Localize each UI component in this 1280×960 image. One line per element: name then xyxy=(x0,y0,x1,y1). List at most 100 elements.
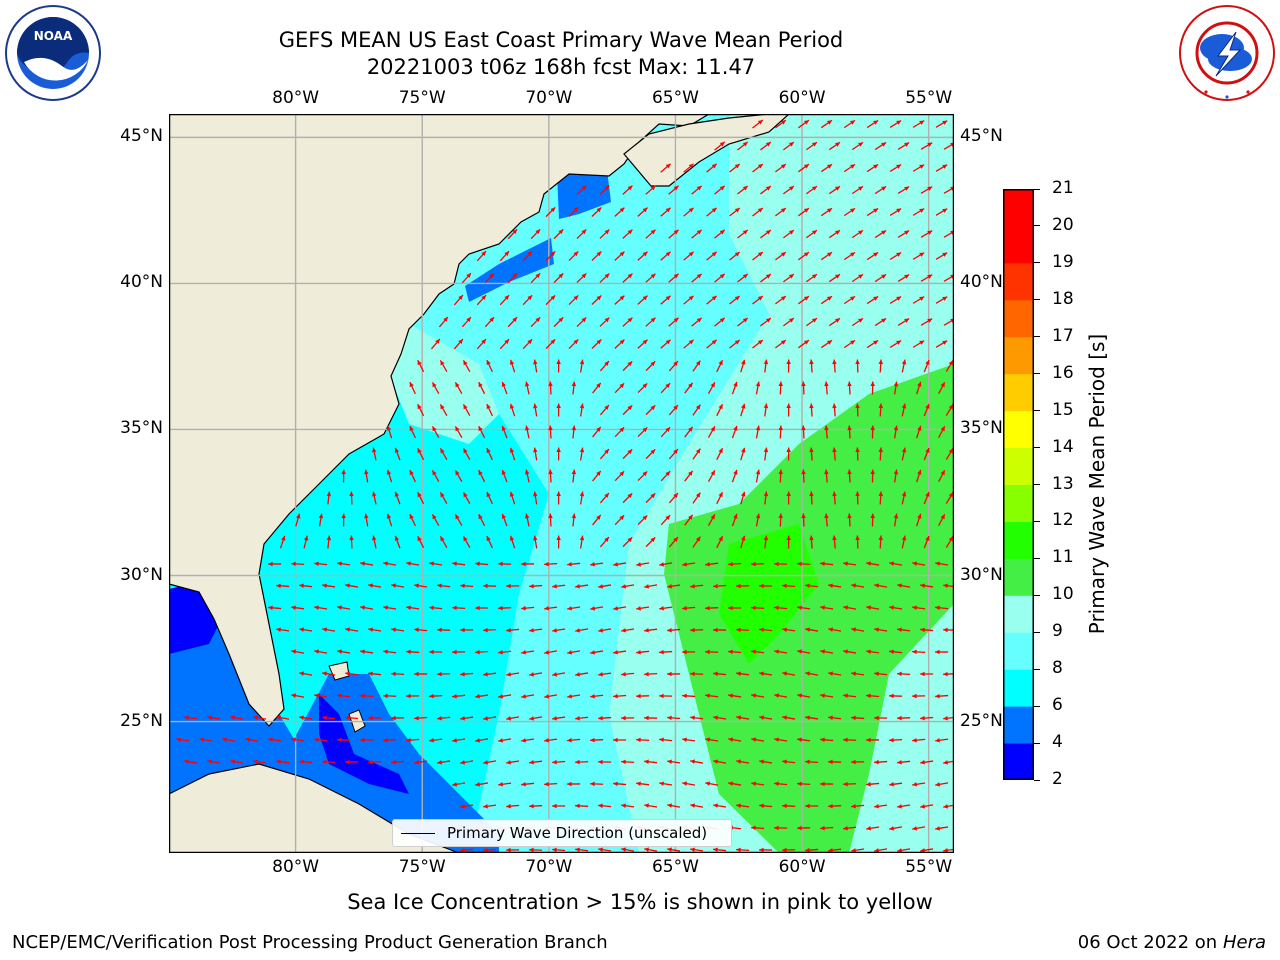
wave-arrow xyxy=(668,185,679,195)
wave-arrow xyxy=(337,649,351,654)
wave-arrow xyxy=(851,583,865,588)
wave-arrow xyxy=(622,273,633,283)
wave-arrow xyxy=(714,273,726,283)
wave-arrow xyxy=(622,185,633,195)
wave-arrow xyxy=(740,359,746,373)
wave-arrow xyxy=(874,141,887,151)
wave-arrow xyxy=(668,229,679,239)
wave-arrow xyxy=(870,381,875,395)
wave-arrow xyxy=(690,847,704,852)
wave-arrow xyxy=(782,715,796,720)
wave-arrow xyxy=(530,272,541,284)
wave-arrow xyxy=(498,738,512,743)
wave-arrow xyxy=(778,469,783,483)
wave-arrow xyxy=(337,693,351,699)
wave-arrow xyxy=(486,403,493,417)
colorbar-segment xyxy=(1003,595,1034,633)
wave-arrow xyxy=(439,404,448,416)
wave-arrow xyxy=(668,273,679,283)
wave-arrow xyxy=(636,606,650,611)
wave-arrow xyxy=(622,492,633,504)
wave-arrow xyxy=(437,760,451,765)
wave-arrow xyxy=(507,228,518,240)
wave-arrow xyxy=(731,469,738,483)
wave-arrow xyxy=(912,340,925,348)
wave-arrow xyxy=(705,781,719,786)
wave-arrow xyxy=(668,448,679,460)
wave-arrow xyxy=(889,826,903,831)
wave-arrow xyxy=(453,294,464,306)
wave-arrow xyxy=(714,185,726,195)
wave-arrow xyxy=(299,715,313,720)
wave-arrow xyxy=(568,294,579,306)
wave-arrow xyxy=(938,469,946,483)
wave-arrow xyxy=(364,469,369,483)
wave-arrow xyxy=(368,715,382,721)
wave-arrow xyxy=(851,229,864,239)
wave-arrow xyxy=(912,693,926,699)
wave-arrow xyxy=(897,142,910,150)
wave-arrow xyxy=(613,781,627,787)
wave-arrow xyxy=(728,693,742,698)
wave-arrow xyxy=(590,737,604,743)
wave-arrow xyxy=(291,649,305,654)
wave-arrow xyxy=(406,693,420,699)
wave-arrow xyxy=(737,273,749,283)
wave-arrow xyxy=(832,447,837,461)
wave-arrow xyxy=(326,491,332,505)
wave-arrow xyxy=(509,403,516,417)
wave-arrow xyxy=(521,650,535,655)
wave-arrow xyxy=(760,141,772,151)
wave-arrow xyxy=(797,295,810,305)
colorbar-tick-mark xyxy=(1034,742,1040,744)
wave-arrow xyxy=(759,627,773,633)
wave-arrow xyxy=(889,119,902,129)
wave-arrow xyxy=(855,403,860,417)
wave-arrow xyxy=(778,513,783,527)
wave-arrow xyxy=(506,716,520,721)
wave-arrow xyxy=(498,649,512,655)
colorbar-segment xyxy=(1003,225,1034,264)
wave-arrow xyxy=(371,535,377,549)
wave-arrow xyxy=(552,803,566,809)
wave-arrow xyxy=(716,535,724,549)
wave-arrow xyxy=(945,360,954,372)
wave-arrow xyxy=(486,491,493,505)
wave-direction-arrows xyxy=(176,119,954,853)
wave-arrow xyxy=(475,694,489,699)
wave-arrow xyxy=(659,562,673,567)
wave-arrow xyxy=(431,514,440,526)
wave-arrow xyxy=(614,426,625,438)
wave-arrow xyxy=(938,513,946,527)
wave-arrow xyxy=(498,782,512,787)
wave-arrow xyxy=(923,403,930,417)
wave-arrow xyxy=(901,535,907,549)
wave-arrow xyxy=(843,163,856,173)
wave-arrow xyxy=(506,803,520,809)
wave-arrow xyxy=(545,250,556,262)
wave-arrow xyxy=(438,316,449,328)
wave-arrow xyxy=(506,583,520,589)
wave-arrow xyxy=(568,338,579,350)
wave-arrow xyxy=(253,715,267,720)
wave-arrow xyxy=(797,251,810,261)
wave-arrow xyxy=(759,715,773,720)
wave-arrow xyxy=(760,317,772,327)
wave-arrow xyxy=(322,583,336,588)
wave-arrow xyxy=(797,825,811,831)
wave-arrow xyxy=(439,360,448,372)
wave-arrow xyxy=(706,251,718,261)
wave-arrow xyxy=(591,207,602,217)
wave-arrow xyxy=(778,381,783,395)
wave-arrow xyxy=(576,185,587,195)
arrow-legend: Primary Wave Direction (unscaled) xyxy=(392,819,732,847)
wave-arrow xyxy=(291,561,305,567)
wave-arrow xyxy=(613,606,627,611)
wave-arrow xyxy=(737,185,749,195)
wave-arrow xyxy=(529,716,543,721)
wave-arrow xyxy=(360,693,374,699)
wave-arrow xyxy=(801,381,806,395)
wave-arrow xyxy=(920,671,934,677)
wave-arrow xyxy=(874,229,887,239)
wave-arrow xyxy=(484,272,495,284)
